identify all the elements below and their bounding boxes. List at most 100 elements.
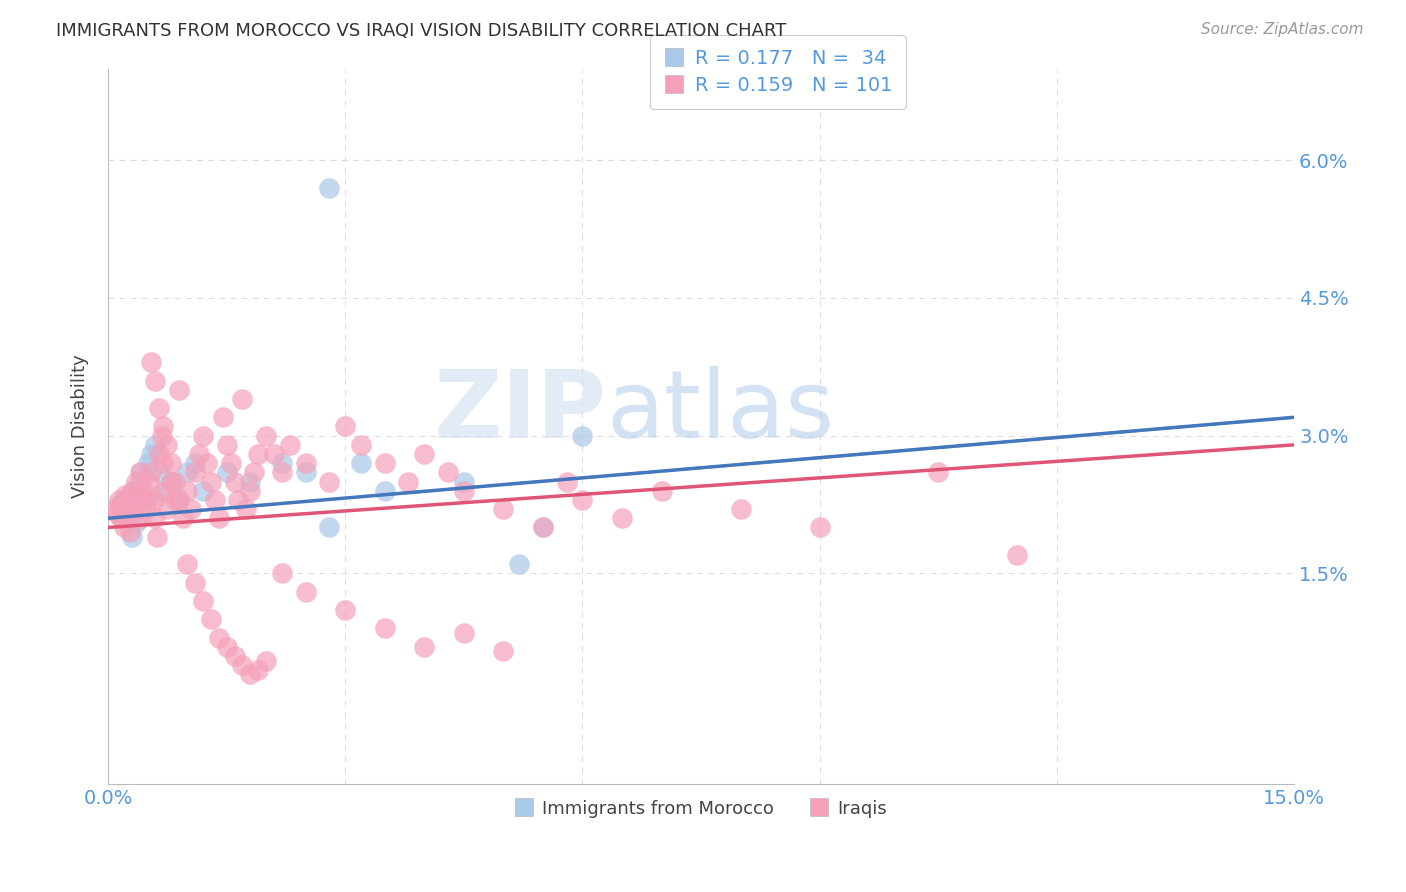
Point: [247, 663, 270, 677]
Point: [211, 410, 233, 425]
Point: [104, 502, 127, 516]
Point: [531, 520, 554, 534]
Point: [219, 456, 242, 470]
Point: [398, 475, 420, 489]
Text: ZIP: ZIP: [433, 366, 606, 458]
Point: [413, 640, 436, 654]
Point: [184, 466, 207, 480]
Point: [228, 492, 250, 507]
Point: [176, 557, 198, 571]
Point: [239, 483, 262, 498]
Text: Source: ZipAtlas.com: Source: ZipAtlas.com: [1201, 22, 1364, 37]
Text: IMMIGRANTS FROM MOROCCO VS IRAQI VISION DISABILITY CORRELATION CHART: IMMIGRANTS FROM MOROCCO VS IRAQI VISION …: [56, 22, 786, 40]
Text: atlas: atlas: [606, 366, 834, 458]
Point: [160, 475, 183, 489]
Point: [141, 447, 163, 461]
Point: [124, 516, 146, 530]
Point: [215, 466, 238, 480]
Point: [122, 483, 145, 498]
Point: [121, 483, 143, 498]
Point: [152, 456, 174, 470]
Point: [231, 392, 253, 406]
Point: [152, 419, 174, 434]
Point: [132, 492, 155, 507]
Point: [224, 648, 246, 663]
Point: [208, 631, 231, 645]
Point: [156, 502, 179, 516]
Point: [167, 492, 190, 507]
Point: [271, 456, 294, 470]
Point: [142, 492, 165, 507]
Point: [187, 447, 209, 461]
Point: [129, 511, 152, 525]
Point: [191, 428, 214, 442]
Point: [254, 653, 277, 667]
Point: [148, 466, 170, 480]
Point: [141, 355, 163, 369]
Point: [808, 520, 831, 534]
Point: [117, 502, 139, 516]
Point: [335, 419, 357, 434]
Point: [374, 483, 396, 498]
Point: [153, 483, 176, 498]
Point: [531, 520, 554, 534]
Point: [167, 492, 190, 507]
Point: [224, 475, 246, 489]
Point: [111, 511, 134, 525]
Point: [239, 475, 262, 489]
Point: [128, 475, 150, 489]
Point: [215, 640, 238, 654]
Point: [146, 530, 169, 544]
Point: [111, 498, 134, 512]
Point: [145, 374, 167, 388]
Point: [110, 511, 132, 525]
Point: [610, 511, 633, 525]
Point: [730, 502, 752, 516]
Point: [215, 438, 238, 452]
Point: [204, 492, 226, 507]
Point: [508, 557, 530, 571]
Point: [176, 466, 198, 480]
Point: [453, 475, 475, 489]
Point: [437, 466, 460, 480]
Point: [555, 475, 578, 489]
Point: [191, 483, 214, 498]
Point: [200, 612, 222, 626]
Y-axis label: Vision Disability: Vision Disability: [72, 355, 89, 499]
Point: [152, 483, 174, 498]
Point: [160, 456, 183, 470]
Point: [122, 502, 145, 516]
Point: [492, 644, 515, 658]
Point: [120, 488, 142, 502]
Point: [1007, 548, 1029, 562]
Point: [138, 475, 160, 489]
Point: [108, 498, 131, 512]
Point: [112, 492, 135, 507]
Point: [350, 456, 373, 470]
Point: [150, 428, 173, 442]
Point: [318, 520, 340, 534]
Point: [294, 584, 316, 599]
Point: [374, 621, 396, 635]
Point: [191, 594, 214, 608]
Point: [107, 507, 129, 521]
Point: [231, 658, 253, 673]
Point: [167, 383, 190, 397]
Point: [271, 466, 294, 480]
Point: [235, 502, 257, 516]
Point: [239, 667, 262, 681]
Legend: Immigrants from Morocco, Iraqis: Immigrants from Morocco, Iraqis: [508, 793, 894, 825]
Point: [156, 438, 179, 452]
Point: [294, 456, 316, 470]
Point: [136, 492, 159, 507]
Point: [148, 401, 170, 416]
Point: [165, 492, 187, 507]
Point: [184, 575, 207, 590]
Point: [492, 502, 515, 516]
Point: [128, 466, 150, 480]
Point: [129, 466, 152, 480]
Point: [120, 524, 142, 539]
Point: [132, 483, 155, 498]
Point: [121, 530, 143, 544]
Point: [571, 492, 593, 507]
